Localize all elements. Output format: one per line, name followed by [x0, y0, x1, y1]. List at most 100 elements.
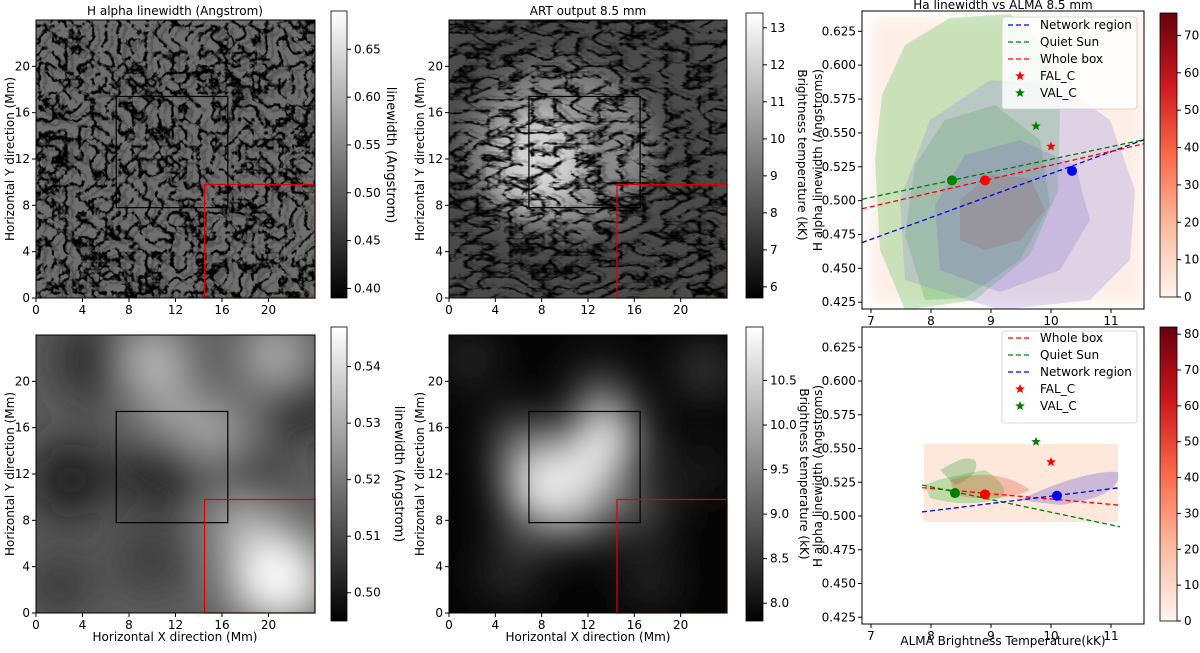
- x-tick-label: 0: [32, 618, 40, 632]
- y-tick-label: 0.525: [822, 160, 856, 174]
- colorbar-tick-label: 400: [1184, 471, 1200, 485]
- legend-label: Network region: [1040, 365, 1132, 379]
- colorbar-tick-label: 11: [770, 95, 785, 109]
- y-tick-label: 12: [428, 467, 443, 481]
- y-axis-label: Horizontal Y direction (Mm): [3, 392, 17, 556]
- y-tick-label: 0.575: [822, 408, 856, 422]
- plot-frame: [861, 10, 1145, 310]
- model-star-fal-c: [1046, 457, 1056, 466]
- colorbar: 0.40 0.45 0.50 0.55 0.60 0.65 linewidth (Angs…: [330, 10, 398, 299]
- x-tick-label: 8: [125, 303, 133, 317]
- x-tick-label: 8: [927, 314, 935, 328]
- colorbar-tick-label: 600: [1184, 399, 1200, 413]
- colorbar-label: Brightness temperature (kK): [795, 69, 809, 240]
- x-tick-label: 0: [445, 618, 453, 632]
- colorbar-tick-label: 60: [1184, 66, 1199, 80]
- colorbar-tick-label: 500: [1184, 435, 1200, 449]
- y-tick-label: 0.450: [822, 577, 856, 591]
- linewidth-vs-alma-panel: Ha linewidth vs ALMA 8.5 mm H alpha line…: [811, 0, 1199, 328]
- colorbar-tick-label: 8: [770, 206, 778, 220]
- legend-label: FAL_C: [1040, 382, 1075, 396]
- colorbar-tick-label: 8.5: [770, 552, 789, 566]
- colorbar-tick-label: 0.45: [354, 234, 381, 248]
- network-box: [115, 410, 229, 524]
- x-tick-label: 0: [445, 303, 453, 317]
- colorbar: 0.50 0.51 0.52 0.53 0.54 linewidth (Angstrom…: [330, 326, 406, 622]
- network-box: [528, 95, 641, 209]
- smoothed-blobs: [36, 335, 315, 613]
- y-tick-label: 16: [15, 106, 30, 120]
- legend-label: VAL_C: [1040, 86, 1077, 100]
- y-tick-label: 4: [22, 245, 30, 259]
- y-tick-label: 16: [428, 106, 443, 120]
- network-box: [115, 95, 229, 209]
- x-tick-label: 10: [1043, 314, 1058, 328]
- mean-point-network-region: [1067, 165, 1077, 176]
- x-tick-label: 12: [580, 303, 595, 317]
- colorbar-tick-label: 100: [1184, 578, 1200, 592]
- y-tick-label: 0.550: [822, 442, 856, 456]
- y-tick-label: 0: [435, 606, 443, 620]
- x-axis-label: ALMA Brightness Temperature(kK): [900, 634, 1105, 648]
- y-axis-label: Horizontal Y direction (Mm): [413, 77, 427, 241]
- colorbar-tick-label: 9: [770, 169, 778, 183]
- y-tick-label: 12: [428, 152, 443, 166]
- y-tick-label: 0.625: [822, 24, 856, 38]
- legend-label: Whole box: [1040, 331, 1103, 345]
- y-tick-label: 0.500: [822, 194, 856, 208]
- x-tick-label: 0: [32, 303, 40, 317]
- panel-title: Ha linewidth vs ALMA 8.5 mm: [913, 0, 1092, 12]
- y-tick-label: 0.600: [822, 58, 856, 72]
- y-tick-label: 0.450: [822, 261, 856, 275]
- colorbar-tick-label: 13: [770, 21, 785, 35]
- x-tick-label: 9: [987, 629, 995, 643]
- y-axis-label: Horizontal Y direction (Mm): [3, 77, 17, 241]
- y-tick-label: 0: [22, 291, 30, 305]
- y-tick-label: 4: [435, 560, 443, 574]
- network-contour: [900, 80, 1135, 309]
- y-tick-label: 8: [22, 198, 30, 212]
- smoothed-linewidth-panel: Horizontal X direction (Mm) Horizontal Y…: [3, 326, 406, 644]
- y-tick-label: 0.600: [822, 374, 856, 388]
- legend-marker: [1015, 401, 1025, 410]
- x-tick-label: 16: [627, 303, 642, 317]
- mean-point-network-region: [1052, 490, 1062, 501]
- colorbar-tick-label: 0.54: [354, 360, 381, 374]
- colorbar-label: linewidth (Angstrom): [383, 87, 398, 224]
- colorbar-tick-label: 8.0: [770, 596, 789, 610]
- legend: Whole box Quiet Sun Network region FAL_C VAL…: [1001, 330, 1138, 424]
- density-contours: [924, 444, 1119, 522]
- x-tick-label: 11: [1103, 314, 1118, 328]
- colorbar-tick-label: 10: [770, 132, 785, 146]
- x-tick-label: 20: [673, 618, 688, 632]
- colorbar-tick-label: 0.53: [354, 416, 381, 430]
- colorbar-tick-label: 50: [1184, 103, 1199, 117]
- mean-point-whole-box: [980, 489, 990, 500]
- colorbar-tick-label: 0: [1184, 614, 1192, 628]
- y-tick-label: 8: [435, 513, 443, 527]
- colorbar-tick-label: 300: [1184, 506, 1200, 520]
- model-star-val-c: [1031, 121, 1041, 131]
- y-tick-label: 0.550: [822, 126, 856, 140]
- colorbar-tick-label: 40: [1184, 141, 1199, 155]
- colorbar-tick-label: 200: [1184, 542, 1200, 556]
- colorbar-tick-label: 30: [1184, 178, 1199, 192]
- legend-marker: [1015, 384, 1025, 393]
- colorbar-tick-label: 9.5: [770, 463, 789, 477]
- model-star-fal-c: [1046, 141, 1056, 151]
- y-tick-label: 4: [435, 245, 443, 259]
- model-star-val-c: [1031, 436, 1041, 446]
- x-tick-label: 7: [867, 314, 875, 328]
- colorbar-tick-label: 0.40: [354, 281, 381, 295]
- x-tick-label: 16: [627, 618, 642, 632]
- legend-label: Whole box: [1040, 52, 1103, 66]
- x-tick-label: 16: [214, 303, 229, 317]
- network-box: [528, 410, 641, 524]
- legend-marker: [1015, 71, 1025, 80]
- colorbar: 0 10 20 30 40 50 60 70: [1159, 12, 1199, 304]
- y-axis-label: H alpha linewidth (Angstroms): [811, 385, 825, 567]
- x-tick-label: 10: [1043, 629, 1058, 643]
- colorbar-tick-label: 0.60: [354, 90, 381, 104]
- legend-label: Quiet Sun: [1040, 35, 1099, 49]
- colorbar-tick-label: 0.65: [354, 42, 381, 56]
